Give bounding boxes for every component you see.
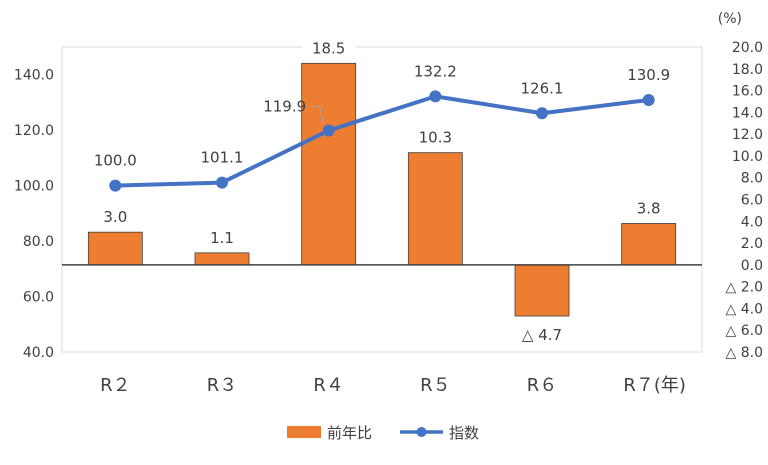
bar bbox=[194, 252, 250, 266]
index-value-label: 100.0 bbox=[94, 152, 137, 170]
index-point bbox=[216, 176, 228, 189]
bar bbox=[87, 231, 143, 266]
bar bbox=[514, 264, 570, 317]
right-tick-label: 8.0 bbox=[741, 171, 763, 187]
bar-label-bg bbox=[301, 44, 356, 62]
category-label: R７(年) bbox=[623, 375, 686, 396]
left-tick-label: 60.0 bbox=[23, 290, 54, 306]
left-tick-label: 80.0 bbox=[23, 234, 54, 250]
index-value-label: 101.1 bbox=[201, 149, 244, 167]
leader-line bbox=[311, 105, 325, 125]
index-point bbox=[642, 93, 655, 106]
legend-bar-swatch bbox=[287, 426, 321, 438]
left-tick-label: 40.0 bbox=[23, 345, 54, 361]
bar-value-label: △ 4.7 bbox=[522, 326, 562, 344]
right-tick-label: 14.0 bbox=[732, 105, 763, 121]
bar bbox=[407, 152, 463, 266]
bar-series bbox=[87, 62, 677, 317]
index-line bbox=[115, 94, 649, 188]
right-tick-label: 6.0 bbox=[741, 193, 763, 209]
plot-area bbox=[61, 46, 703, 353]
right-tick-label: 12.0 bbox=[732, 127, 763, 143]
bar bbox=[301, 62, 357, 266]
right-tick-label: △ 8.0 bbox=[726, 345, 763, 361]
right-tick-label: 10.0 bbox=[732, 149, 763, 165]
right-tick-label: △ 4.0 bbox=[726, 301, 763, 317]
bar-value-label: 10.3 bbox=[419, 129, 452, 147]
index-value-label: 130.9 bbox=[627, 66, 670, 84]
left-axis: 40.0 60.0 80.0 100.0 120.0 140.0 bbox=[14, 68, 54, 361]
index-value-label: 126.1 bbox=[521, 79, 564, 97]
bar-value-label: 18.5 bbox=[312, 39, 345, 57]
category-label: R２ bbox=[100, 375, 131, 396]
right-tick-label: 16.0 bbox=[732, 84, 763, 100]
legend: 前年比 指数 bbox=[287, 424, 479, 442]
legend-bar-label: 前年比 bbox=[327, 424, 372, 442]
plot-border bbox=[61, 46, 703, 353]
legend-line-label: 指数 bbox=[449, 424, 479, 442]
index-point bbox=[536, 107, 548, 120]
index-point bbox=[322, 124, 335, 137]
index-value-label: 119.9 bbox=[263, 97, 306, 115]
right-tick-label: 2.0 bbox=[741, 236, 763, 252]
category-axis: R２ R３ R４ R５ R６ R７(年) bbox=[100, 375, 686, 396]
data-labels: 3.0 1.1 18.5 10.3 △ 4.7 3.8 100.0 101.1 119.9 132… bbox=[94, 39, 670, 344]
right-tick-label: 4.0 bbox=[741, 214, 763, 230]
bar-value-label: 3.0 bbox=[103, 208, 127, 226]
category-label: R６ bbox=[527, 375, 558, 396]
bar-value-label: 1.1 bbox=[210, 229, 234, 247]
right-axis: (%) 20.0 18.0 16.0 14.0 12.0 10.0 8.0 6.0 4.0 2.0… bbox=[718, 11, 763, 361]
left-tick-label: 100.0 bbox=[14, 179, 54, 195]
right-tick-label: 0.0 bbox=[741, 258, 763, 274]
legend-line-marker bbox=[416, 427, 427, 437]
line-series bbox=[109, 90, 655, 192]
left-tick-label: 140.0 bbox=[14, 68, 54, 84]
right-tick-label: △ 6.0 bbox=[726, 323, 763, 339]
right-axis-unit: (%) bbox=[718, 11, 742, 27]
index-point bbox=[429, 90, 442, 103]
category-label: R３ bbox=[207, 375, 238, 396]
bar bbox=[621, 223, 677, 266]
bar-value-label: 3.8 bbox=[637, 199, 661, 217]
right-tick-label: 20.0 bbox=[732, 40, 763, 56]
category-label: R５ bbox=[420, 375, 451, 396]
index-value-label: 132.2 bbox=[414, 62, 457, 80]
right-tick-label: △ 2.0 bbox=[726, 280, 763, 296]
right-tick-label: 18.0 bbox=[732, 62, 763, 78]
left-tick-label: 120.0 bbox=[14, 123, 54, 139]
index-point bbox=[109, 179, 122, 192]
category-label: R４ bbox=[313, 375, 344, 396]
